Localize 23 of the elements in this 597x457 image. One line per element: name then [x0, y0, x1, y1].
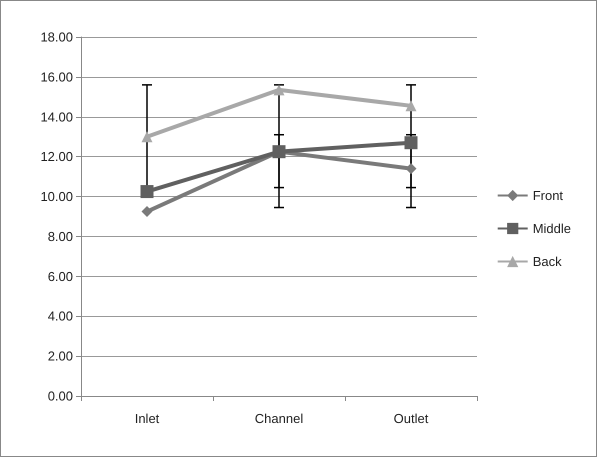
x-tick-label: Channel — [254, 411, 304, 426]
legend-label: Middle — [532, 221, 571, 236]
point — [406, 100, 416, 112]
x-tick-label: Outlet — [394, 411, 429, 426]
point — [404, 136, 418, 150]
y-tick-label: 10.00 — [40, 189, 73, 204]
y-tick-label: 14.00 — [40, 109, 73, 124]
y-tick-label: 18.00 — [40, 30, 73, 44]
y-tick-label: 6.00 — [48, 268, 73, 284]
y-tick-label: 12.00 — [40, 149, 73, 164]
y-tick-label: 8.00 — [48, 228, 73, 244]
y-tick-label: 0.00 — [48, 388, 73, 404]
y-tick-label: 4.00 — [48, 308, 73, 324]
point — [406, 163, 416, 174]
point — [142, 206, 152, 218]
y-tick-label: 2.00 — [48, 348, 73, 364]
x-tick-label: Inlet — [134, 411, 160, 426]
y-tick-label: 16.00 — [40, 69, 73, 84]
point — [140, 185, 154, 198]
point — [142, 131, 152, 142]
point — [274, 84, 284, 96]
legend-label: Back — [532, 254, 562, 269]
legend-label: Front — [532, 188, 564, 203]
